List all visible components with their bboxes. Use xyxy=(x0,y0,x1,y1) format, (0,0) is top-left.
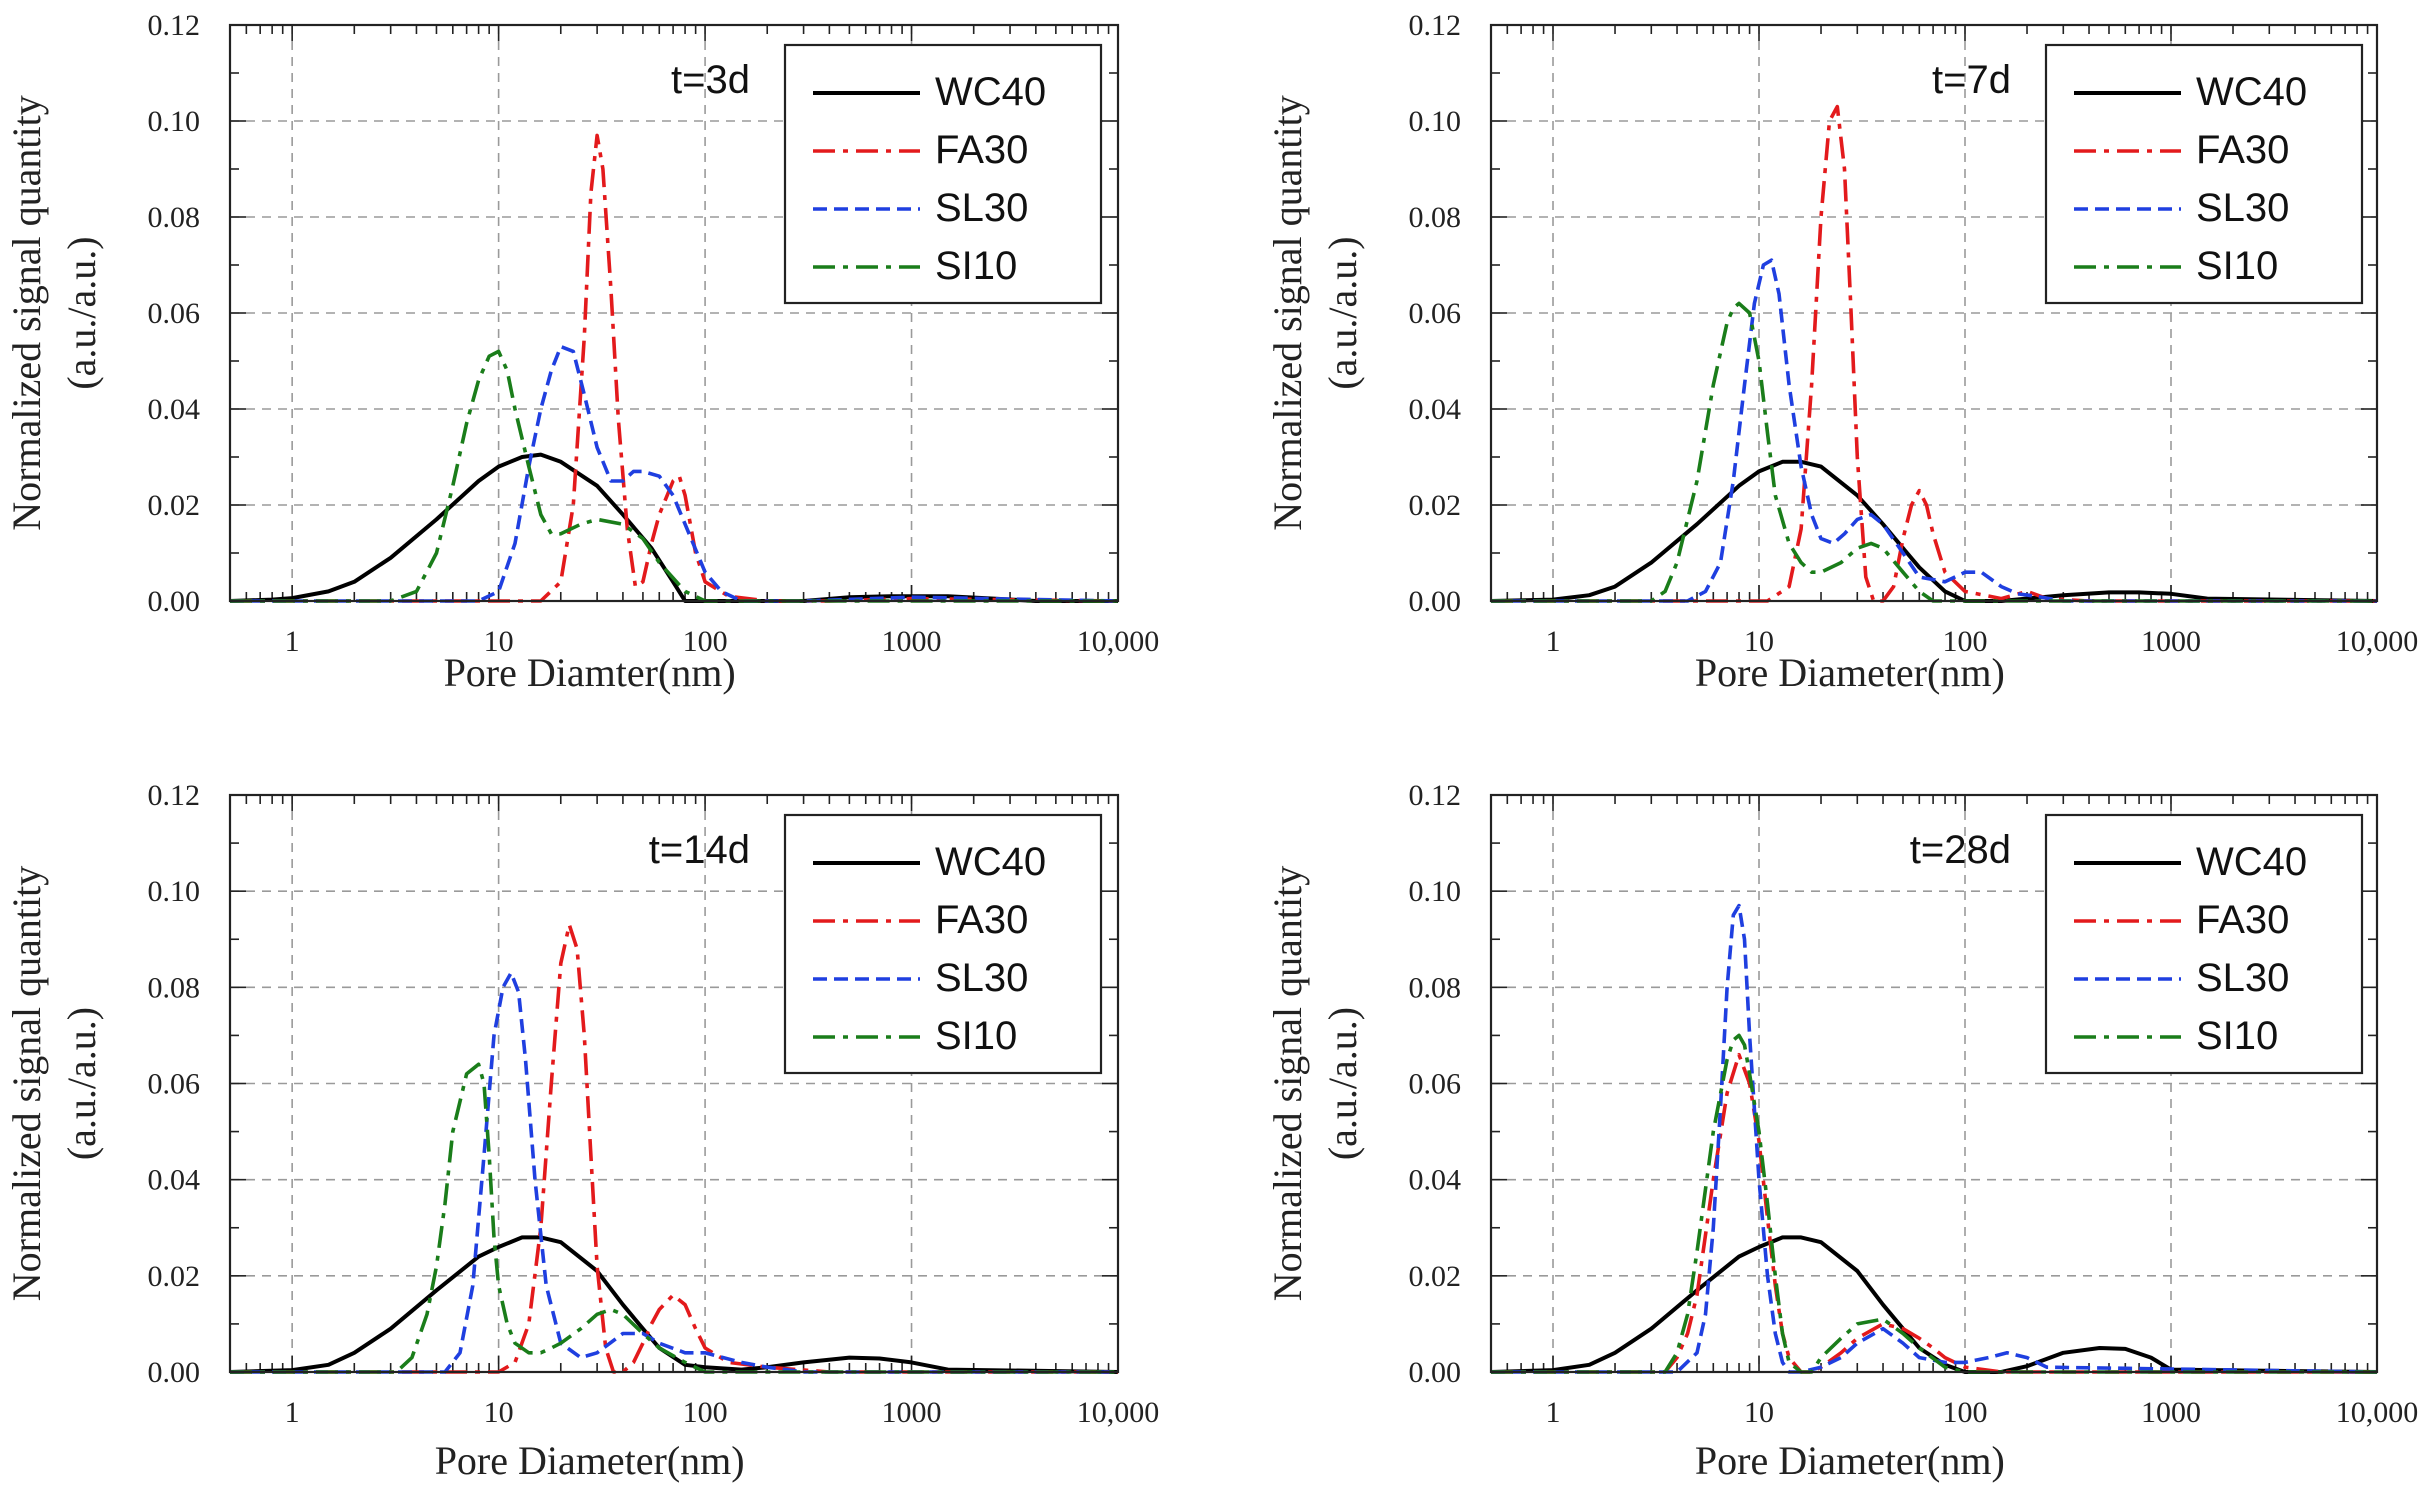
y-axis-title: Normalized signal quantity xyxy=(4,866,49,1301)
x-tick-label: 10,000 xyxy=(2336,1396,2419,1429)
y-tick-label: 0.02 xyxy=(1409,1260,1462,1293)
series-line-sl30 xyxy=(230,347,1118,601)
x-tick-label: 1000 xyxy=(2141,625,2201,658)
legend: WC40 FA30 SL30 SI10 xyxy=(785,815,1101,1073)
x-tick-label: 1 xyxy=(285,1396,300,1429)
y-axis-title: Normalized signal quantity xyxy=(1265,95,1310,530)
x-axis-title: Pore Diameter(nm) xyxy=(435,1438,745,1483)
panel-title: t=28d xyxy=(1910,828,2011,872)
legend-label-fa30: FA30 xyxy=(2196,128,2289,172)
y-axis-title: Normalized signal quantity xyxy=(4,95,49,530)
x-tick-label: 1 xyxy=(285,625,300,658)
y-axis-units: (a.u./a.u.) xyxy=(1320,1007,1365,1160)
panel-title: t=7d xyxy=(1932,58,2011,102)
x-axis-title: Pore Diamter(nm) xyxy=(444,650,736,695)
x-tick-label: 1000 xyxy=(882,1396,942,1429)
legend-label-fa30: FA30 xyxy=(2196,898,2289,942)
y-tick-label: 0.06 xyxy=(148,1068,201,1101)
y-tick-label: 0.12 xyxy=(1409,779,1462,812)
y-axis-title: Normalized signal quantity xyxy=(1265,866,1310,1301)
y-tick-label: 0.00 xyxy=(148,585,201,618)
legend-label-wc40: WC40 xyxy=(2196,70,2307,114)
panel-title: t=3d xyxy=(671,58,750,102)
y-tick-label: 0.04 xyxy=(1409,1164,1462,1197)
x-tick-label: 1000 xyxy=(882,625,942,658)
legend-label-si10: SI10 xyxy=(935,244,1017,288)
y-tick-label: 0.04 xyxy=(148,393,201,426)
y-axis-units: (a.u./a.u.) xyxy=(59,236,104,389)
legend: WC40 FA30 SL30 SI10 xyxy=(2046,45,2362,303)
x-tick-label: 100 xyxy=(683,1396,728,1429)
series-line-si10 xyxy=(230,1064,1118,1372)
figure: 1 10 100 1000 10,000 0.00 0.02 0.04 0.06 0.08 0.10… xyxy=(0,0,2426,1504)
y-tick-label: 0.02 xyxy=(148,489,201,522)
chart-panel-3: 1 10 100 1000 10,000 0.00 0.02 0.04 0.06 0.08 0.10… xyxy=(4,779,1159,1483)
x-tick-label: 10,000 xyxy=(1077,1396,1160,1429)
legend-label-sl30: SL30 xyxy=(2196,956,2289,1000)
legend-label-si10: SI10 xyxy=(2196,244,2278,288)
series-line-si10 xyxy=(1491,1035,2377,1372)
y-axis-units: (a.u./a.u.) xyxy=(59,1007,104,1160)
series-line-fa30 xyxy=(1491,1055,2377,1372)
y-tick-label: 0.08 xyxy=(148,201,201,234)
x-tick-label: 10 xyxy=(484,1396,514,1429)
x-tick-label: 1 xyxy=(1546,625,1561,658)
y-tick-label: 0.12 xyxy=(148,9,201,42)
x-tick-label: 10,000 xyxy=(2336,625,2419,658)
series-line-wc40 xyxy=(230,1237,1118,1372)
y-tick-label: 0.00 xyxy=(148,1356,201,1389)
series-line-si10 xyxy=(230,351,1118,601)
legend-label-fa30: FA30 xyxy=(935,898,1028,942)
y-tick-label: 0.10 xyxy=(148,875,201,908)
x-tick-label: 1000 xyxy=(2141,1396,2201,1429)
x-tick-label: 10 xyxy=(1744,1396,1774,1429)
y-tick-label: 0.06 xyxy=(1409,1068,1462,1101)
legend-label-wc40: WC40 xyxy=(2196,840,2307,884)
chart-panel-1: 1 10 100 1000 10,000 0.00 0.02 0.04 0.06 0.08 0.10… xyxy=(4,9,1159,695)
y-tick-label: 0.02 xyxy=(148,1260,201,1293)
y-tick-label: 0.10 xyxy=(148,105,201,138)
y-tick-label: 0.04 xyxy=(148,1164,201,1197)
y-tick-label: 0.06 xyxy=(1409,297,1462,330)
y-tick-label: 0.08 xyxy=(148,971,201,1004)
x-tick-label: 1 xyxy=(1546,1396,1561,1429)
legend-label-si10: SI10 xyxy=(2196,1014,2278,1058)
legend-label-sl30: SL30 xyxy=(935,956,1028,1000)
y-tick-label: 0.12 xyxy=(148,779,201,812)
y-tick-label: 0.04 xyxy=(1409,393,1462,426)
y-tick-label: 0.08 xyxy=(1409,201,1462,234)
y-tick-label: 0.08 xyxy=(1409,971,1462,1004)
legend-label-wc40: WC40 xyxy=(935,840,1046,884)
legend-label-wc40: WC40 xyxy=(935,70,1046,114)
series-line-sl30 xyxy=(1491,260,2377,601)
legend: WC40 FA30 SL30 SI10 xyxy=(2046,815,2362,1073)
legend-label-fa30: FA30 xyxy=(935,128,1028,172)
series-line-wc40 xyxy=(1491,1237,2377,1372)
y-tick-label: 0.12 xyxy=(1409,9,1462,42)
panel-title: t=14d xyxy=(649,828,750,872)
x-tick-label: 100 xyxy=(1943,1396,1988,1429)
x-axis-title: Pore Diameter(nm) xyxy=(1695,1438,2005,1483)
x-axis-title: Pore Diameter(nm) xyxy=(1695,650,2005,695)
y-tick-label: 0.00 xyxy=(1409,585,1462,618)
y-axis-units: (a.u./a.u.) xyxy=(1320,236,1365,389)
legend-label-si10: SI10 xyxy=(935,1014,1017,1058)
x-tick-label: 10,000 xyxy=(1077,625,1160,658)
y-tick-label: 0.10 xyxy=(1409,875,1462,908)
chart-panel-4: 1 10 100 1000 10,000 0.00 0.02 0.04 0.06 0.08 0.10… xyxy=(1265,779,2418,1483)
series-line-si10 xyxy=(1491,303,2377,601)
y-tick-label: 0.02 xyxy=(1409,489,1462,522)
y-tick-label: 0.00 xyxy=(1409,1356,1462,1389)
legend-label-sl30: SL30 xyxy=(935,186,1028,230)
chart-panel-2: 1 10 100 1000 10,000 0.00 0.02 0.04 0.06 0.08 0.10… xyxy=(1265,9,2418,695)
y-tick-label: 0.10 xyxy=(1409,105,1462,138)
legend-label-sl30: SL30 xyxy=(2196,186,2289,230)
y-tick-label: 0.06 xyxy=(148,297,201,330)
legend: WC40 FA30 SL30 SI10 xyxy=(785,45,1101,303)
